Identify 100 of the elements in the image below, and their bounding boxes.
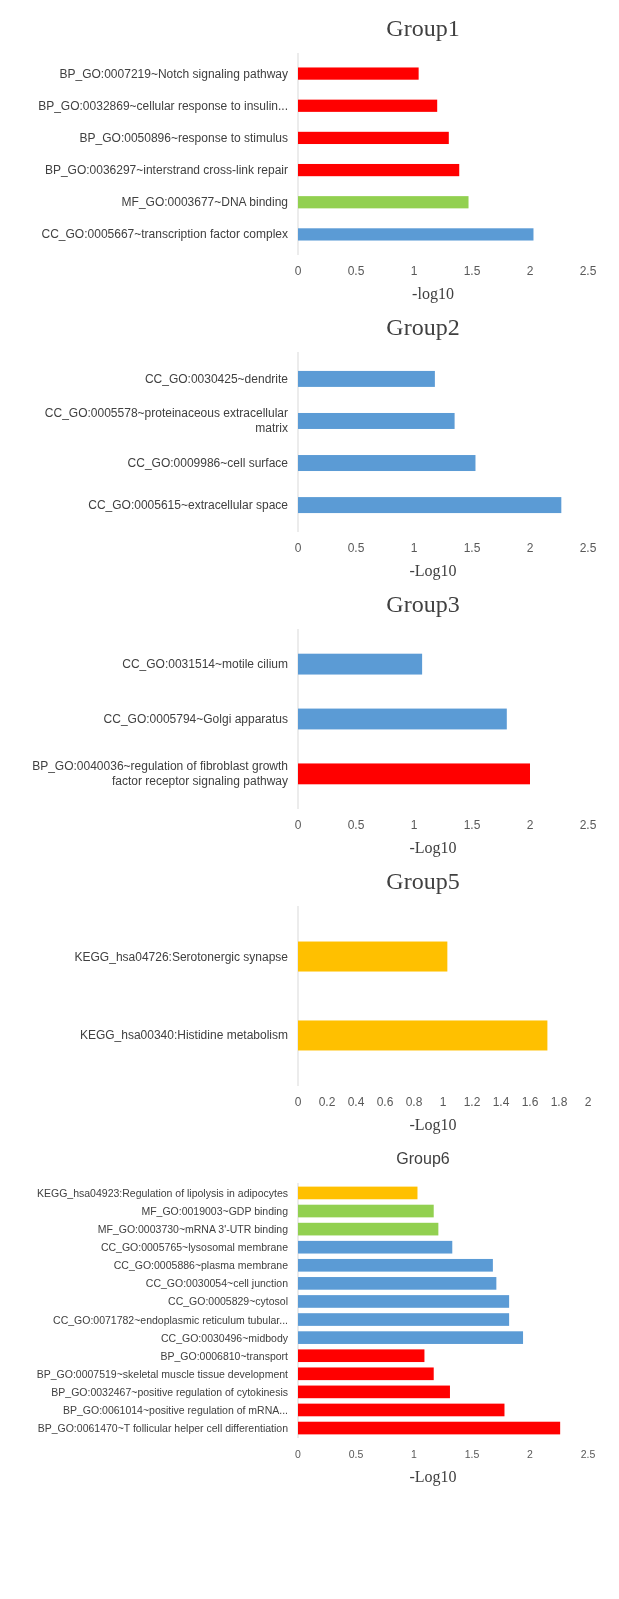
chart-title: Group6 [396,1150,450,1167]
x-tick-label: 1.5 [464,1448,480,1460]
x-tick-label: 0 [294,818,302,832]
x-tick-label: 1.4 [492,1095,510,1109]
x-tick-label: 1 [410,818,418,832]
x-tick-label: 0 [294,541,302,555]
y-tick-label: KEGG_hsa04923:Regulation of lipolysis in adipocytes [37,1186,288,1199]
bar [298,1222,439,1236]
bar [298,1421,561,1435]
y-tick-label: KEGG_hsa04726:Serotonergic synapse [74,949,289,964]
y-tick-label: MF_GO:0003677~DNA binding [121,195,288,210]
y-tick-label: BP_GO:0050896~response to stimulus [79,130,288,145]
x-tick-label: 1.6 [521,1095,539,1109]
bar [298,1403,505,1417]
x-tick-label: 0.2 [318,1095,336,1109]
x-tick-label: 0 [294,1095,302,1109]
bar [298,497,562,514]
bar [298,99,438,112]
x-tick-label: 2 [584,1095,592,1109]
bar [298,1295,510,1308]
y-tick-label: BP_GO:0040036~regulation of fibroblast growth factor receptor signaling pathway [32,759,288,789]
bar [298,1258,493,1272]
bar [298,1349,425,1363]
chart-title: Group3 [386,591,460,617]
x-tick-label: 1.8 [550,1095,568,1109]
chart-title: Group1 [386,15,460,41]
x-tick-label: 0 [294,264,302,278]
bar [298,1331,524,1344]
x-tick-label: 0 [295,1448,302,1460]
x-tick-label: 2.5 [580,1448,596,1460]
y-tick-label: MF_GO:0003730~mRNA 3'-UTR binding [97,1223,289,1236]
bar [298,1186,418,1200]
x-tick-label: 0.5 [347,264,365,278]
bar [298,455,476,472]
x-tick-label: 0.5 [348,1448,364,1460]
y-tick-label: MF_GO:0019003~GDP binding [141,1205,289,1218]
bar [298,653,423,675]
bar [298,1277,497,1290]
x-tick-label: 0.6 [376,1095,394,1109]
x-axis-title: -Log10 [409,1116,457,1134]
x-tick-label: 2 [526,818,534,832]
y-tick-label: BP_GO:0006810~transport [160,1349,289,1362]
bar [298,228,534,241]
x-axis-title: -Log10 [409,562,457,580]
x-tick-label: 1.2 [463,1095,481,1109]
y-tick-label: BP_GO:0032467~positive regulation of cytokinesis [51,1385,288,1398]
y-tick-label: CC_GO:0030054~cell junction [145,1277,289,1290]
x-tick-label: 1.5 [463,818,481,832]
bar [298,196,469,209]
y-tick-label: KEGG_hsa00340:Histidine metabolism [79,1028,288,1043]
x-axis-title: -Log10 [409,839,457,857]
x-tick-label: 1.5 [463,541,481,555]
x-tick-label: 1 [410,541,418,555]
chart-title: Group5 [386,868,460,894]
x-tick-label: 0.5 [347,541,365,555]
y-tick-label: CC_GO:0005886~plasma membrane [113,1259,289,1272]
x-tick-label: 0.8 [405,1095,423,1109]
y-tick-label: BP_GO:0061470~T follicular helper cell differentiation [37,1422,289,1435]
bar [298,1367,434,1381]
y-tick-label: CC_GO:0031514~motile cilium [122,657,288,672]
bar [298,763,530,785]
y-tick-label: CC_GO:0009986~cell surface [127,456,289,471]
chart-title: Group2 [386,314,460,340]
x-tick-label: 2 [527,1448,534,1460]
x-tick-label: 0.5 [347,818,365,832]
bar [298,412,455,429]
x-tick-label: 1 [439,1095,447,1109]
y-tick-label: CC_GO:0071782~endoplasmic reticulum tubular... [53,1313,288,1326]
bar [298,708,507,730]
x-tick-label: 1.5 [463,264,481,278]
bar [298,67,419,80]
x-tick-label: 0.4 [347,1095,365,1109]
x-tick-label: 2.5 [579,541,597,555]
y-tick-label: CC_GO:0030425~dendrite [144,371,289,386]
x-tick-label: 1 [411,1448,418,1460]
bar [298,1313,510,1326]
x-tick-label: 2.5 [579,818,597,832]
y-tick-label: CC_GO:0005829~cytosol [168,1295,288,1308]
x-axis-title: -Log10 [409,1468,457,1486]
x-axis-title: -log10 [412,285,454,303]
y-tick-label: CC_GO:0005615~extracellular space [88,498,289,513]
bar [298,131,449,145]
y-tick-label: BP_GO:0007519~skeletal muscle tissue development [36,1367,289,1380]
y-tick-label: CC_GO:0005667~transcription factor complex [41,227,288,242]
y-tick-label: CC_GO:0005794~Golgi apparatus [103,712,288,726]
y-tick-label: BP_GO:0061014~positive regulation of mRNA... [62,1403,288,1416]
y-tick-label: BP_GO:0032869~cellular response to insulin... [38,98,288,113]
x-tick-label: 2.5 [579,264,597,278]
bar [298,1240,453,1254]
bar [298,1385,450,1399]
y-tick-label: BP_GO:0007219~Notch signaling pathway [59,66,288,81]
y-tick-label: BP_GO:0036297~interstrand cross-link repair [44,163,288,178]
bar [298,370,435,387]
y-tick-label: CC_GO:0005578~proteinaceous extracellular matrix [44,406,288,436]
x-tick-label: 2 [526,264,534,278]
y-tick-label: CC_GO:0030496~midbody [161,1331,289,1344]
x-tick-label: 2 [526,541,534,555]
y-tick-label: CC_GO:0005765~lysosomal membrane [100,1241,289,1254]
x-tick-label: 1 [410,264,418,278]
bar [298,1204,434,1218]
